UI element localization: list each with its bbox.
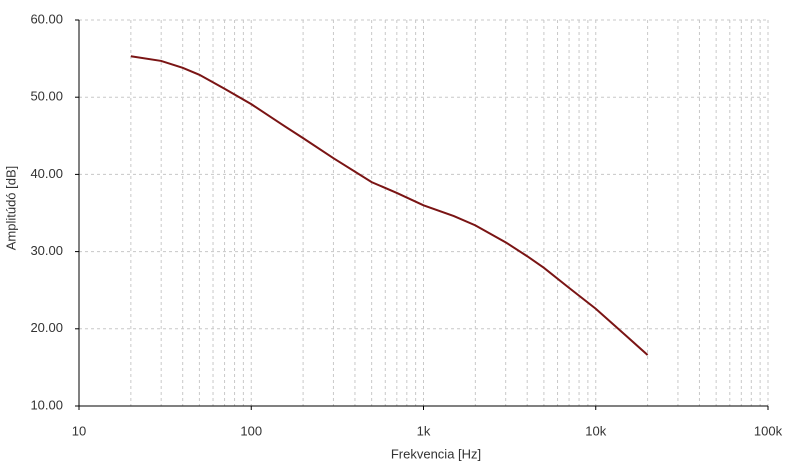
y-tick-label: 30.00	[30, 243, 63, 258]
y-tick-label: 50.00	[30, 89, 63, 104]
x-tick-label: 100k	[754, 423, 783, 438]
x-tick-label: 10k	[585, 423, 606, 438]
y-tick-label: 10.00	[30, 397, 63, 412]
data-line	[130, 55, 649, 356]
x-tick-label: 10	[72, 423, 86, 438]
y-tick-label: 60.00	[30, 11, 63, 26]
x-tick-label: 1k	[417, 423, 431, 438]
y-tick-label: 40.00	[30, 166, 63, 181]
y-tick-label: 20.00	[30, 320, 63, 335]
y-axis-label: Amplitúdó [dB]	[3, 166, 18, 251]
x-axis-label: Frekvencia [Hz]	[391, 446, 481, 461]
x-tick-label: 100	[240, 423, 262, 438]
